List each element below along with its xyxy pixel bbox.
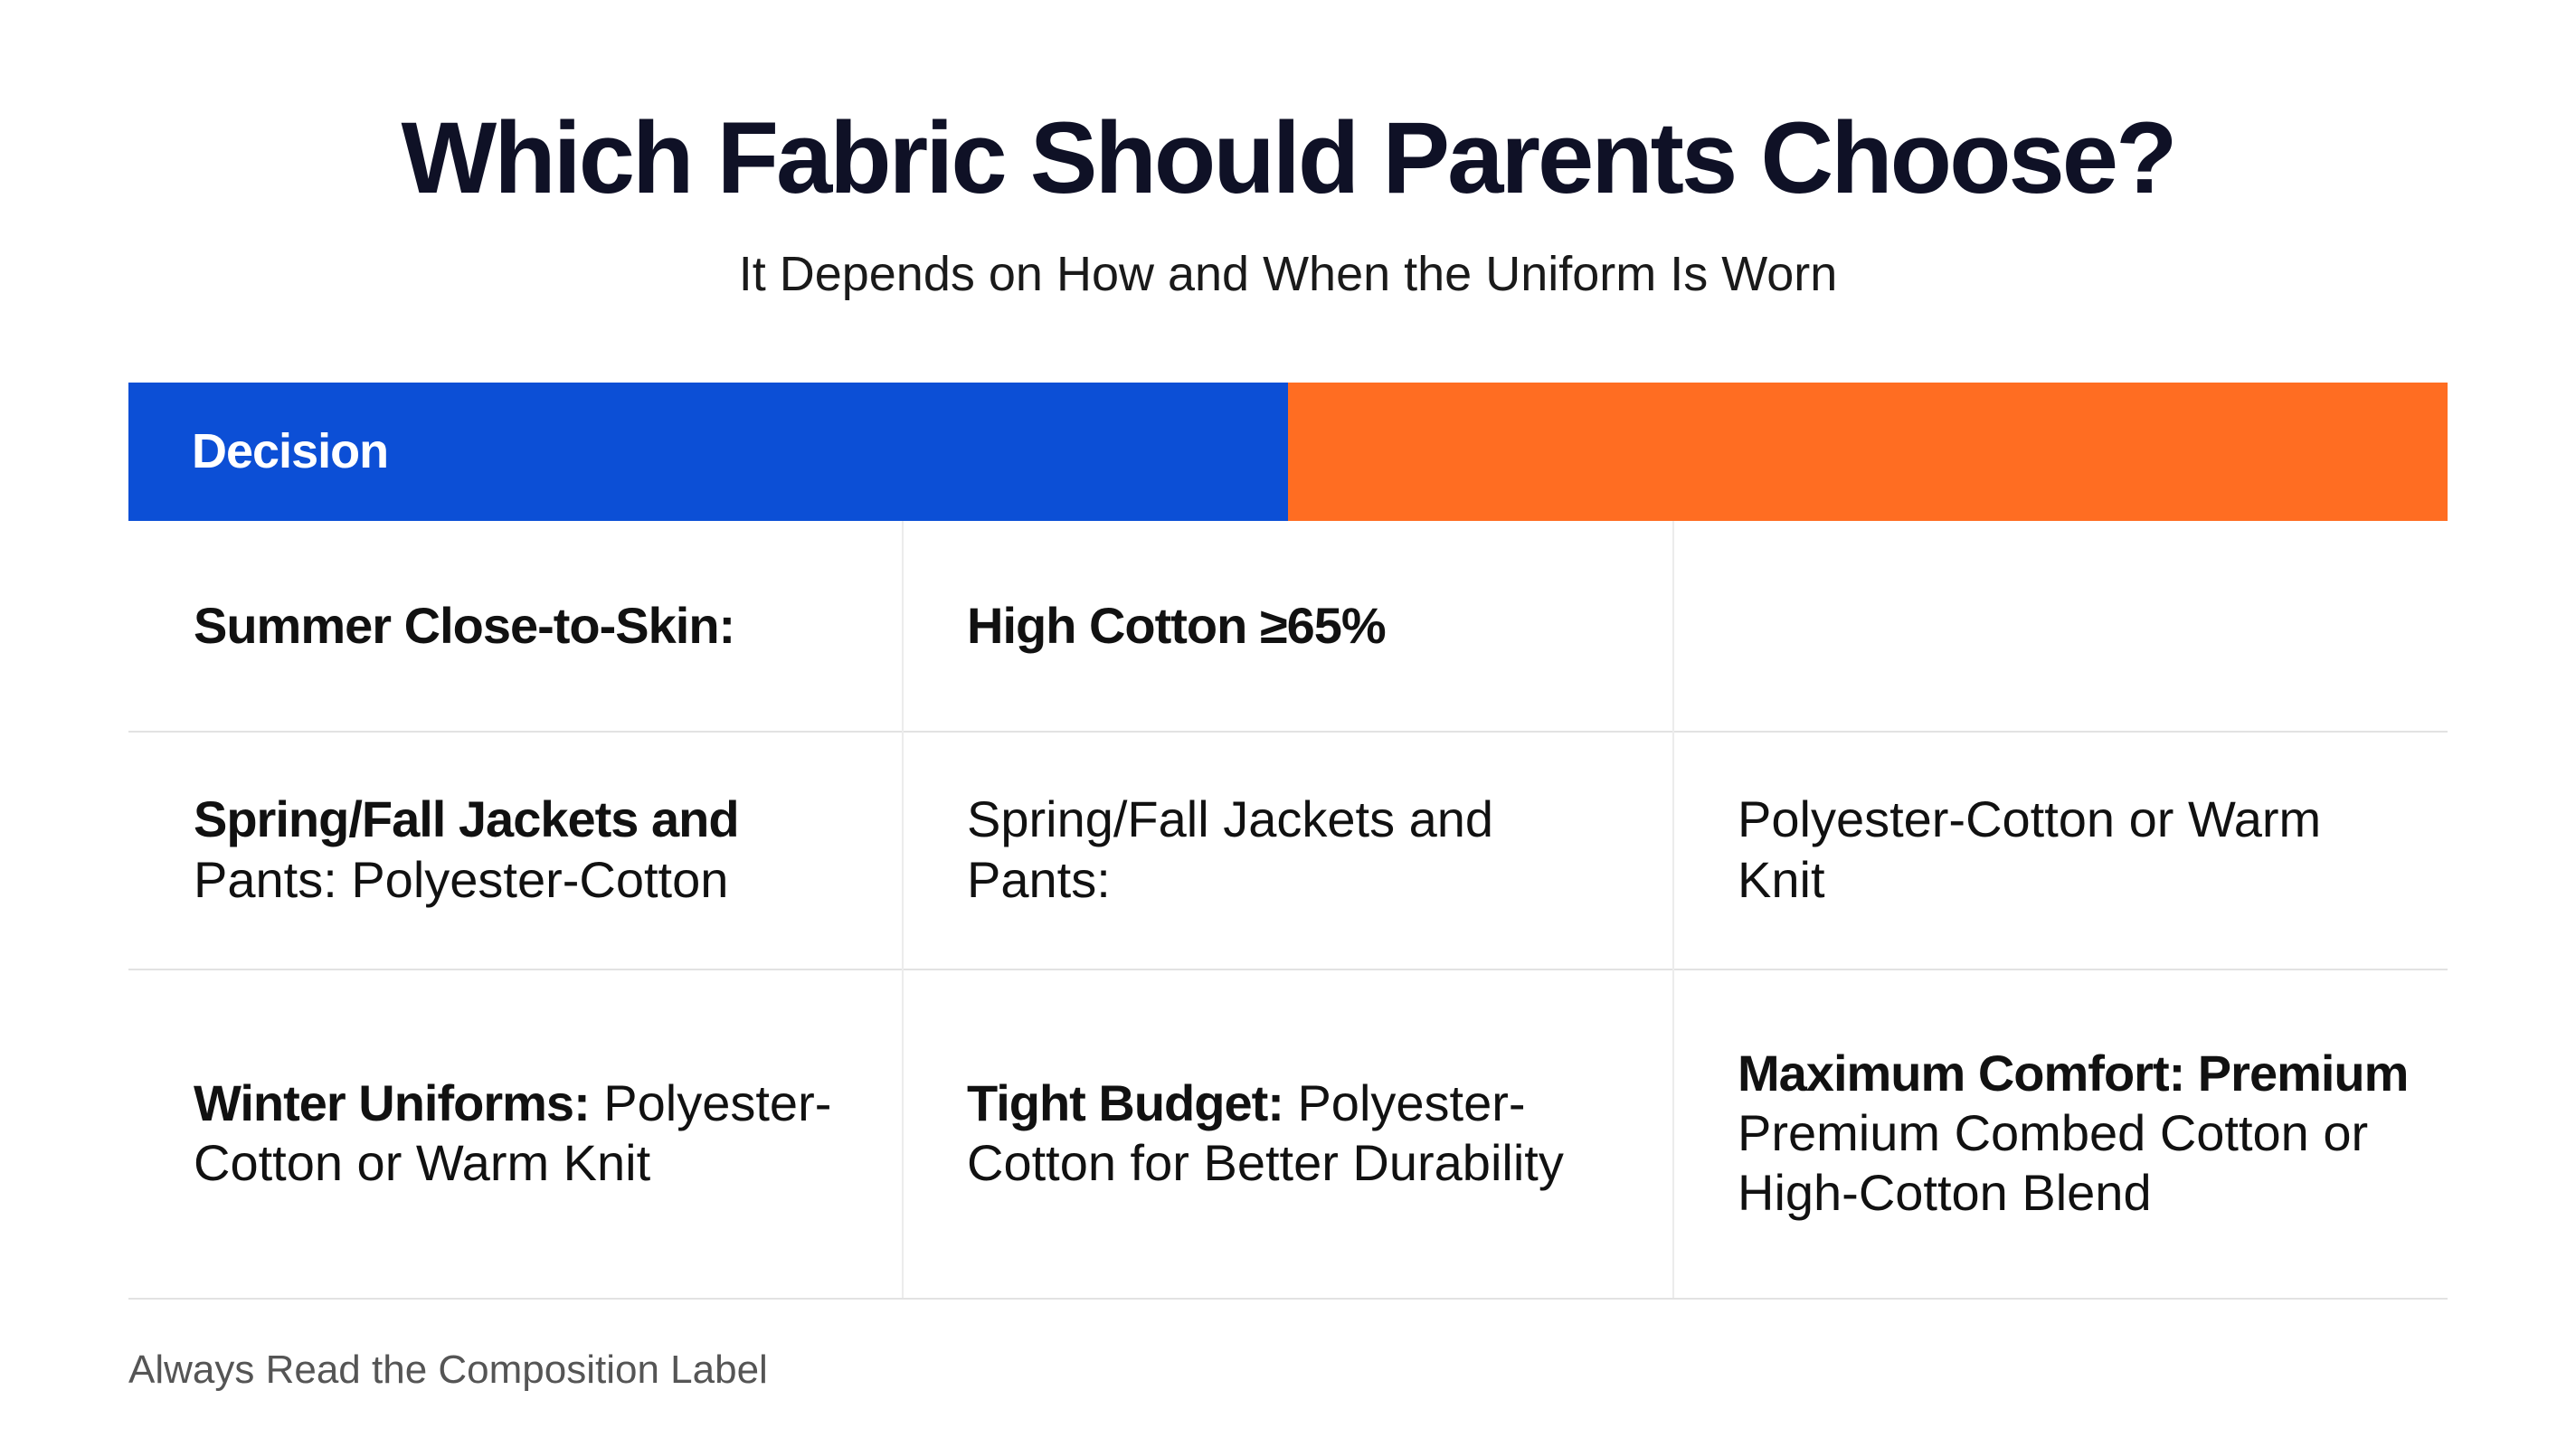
- cell-content: Polyester-Cotton or Warm Knit: [1738, 790, 2411, 909]
- row-divider: [128, 969, 2448, 970]
- cell-bold-text: Maximum Comfort: Premium: [1738, 1044, 2409, 1102]
- cell-text: Polyester-Cotton or Warm Knit: [194, 1073, 832, 1191]
- cell-text: Premium Combed Cotton or High-Cotton Ble…: [1738, 1103, 2369, 1222]
- title: Which Fabric Should Parents Choose?: [401, 101, 2178, 214]
- cell-bold-text: Winter Uniforms:: [194, 1073, 591, 1131]
- cell-bold-text: Spring/Fall Jackets and: [194, 790, 740, 848]
- table-cell: Spring/Fall Jackets and Pants: Polyester…: [128, 731, 902, 969]
- table-header: Decision: [192, 424, 389, 478]
- table-cell: Maximum Comfort: Premium Premium Combed …: [1672, 969, 2448, 1298]
- cell-content: Winter Uniforms: Polyester-Cotton or War…: [194, 1073, 866, 1193]
- table-cell: High Cotton ≥65%: [902, 521, 1672, 731]
- table-cell: Tight Budget: Polyester-Cotton for Bette…: [902, 969, 1672, 1298]
- footer: Always Read the Composition Label: [128, 1348, 768, 1392]
- cell-content: Tight Budget: Polyester-Cotton for Bette…: [967, 1073, 1636, 1193]
- cell-content: Spring/Fall Jackets and Pants:: [967, 790, 1636, 909]
- cell-content: Summer Close-to-Skin:: [194, 596, 735, 656]
- column-divider: [1672, 521, 1674, 1298]
- cell-text: Spring/Fall Jackets and Pants:: [967, 790, 1494, 908]
- cell-bold-text: High Cotton ≥65%: [967, 596, 1387, 654]
- cell-bold-text: Tight Budget:: [967, 1073, 1284, 1131]
- row-divider: [128, 731, 2448, 733]
- table-cell: Polyester-Cotton or Warm Knit: [1672, 731, 2448, 969]
- subtitle: It Depends on How and When the Uniform I…: [738, 247, 1838, 301]
- cell-content: Spring/Fall Jackets and Pants: Polyester…: [194, 790, 866, 909]
- row-divider: [128, 1298, 2448, 1300]
- cell-content: High Cotton ≥65%: [967, 596, 1387, 656]
- header-bar-orange: [1288, 383, 2448, 521]
- cell-text: Polyester-Cotton or Warm Knit: [1738, 790, 2322, 908]
- header-bar-blue: [128, 383, 1288, 521]
- cell-text: Pants: Polyester-Cotton: [194, 850, 729, 908]
- table-cell: Summer Close-to-Skin:: [128, 521, 902, 731]
- cell-text: Polyester-Cotton for Better Durability: [967, 1073, 1564, 1191]
- cell-content: Maximum Comfort: Premium Premium Combed …: [1738, 1044, 2411, 1223]
- cell-bold-text: Summer Close-to-Skin:: [194, 596, 735, 654]
- table-cell: Winter Uniforms: Polyester-Cotton or War…: [128, 969, 902, 1298]
- column-divider: [902, 521, 904, 1298]
- table-cell: Spring/Fall Jackets and Pants:: [902, 731, 1672, 969]
